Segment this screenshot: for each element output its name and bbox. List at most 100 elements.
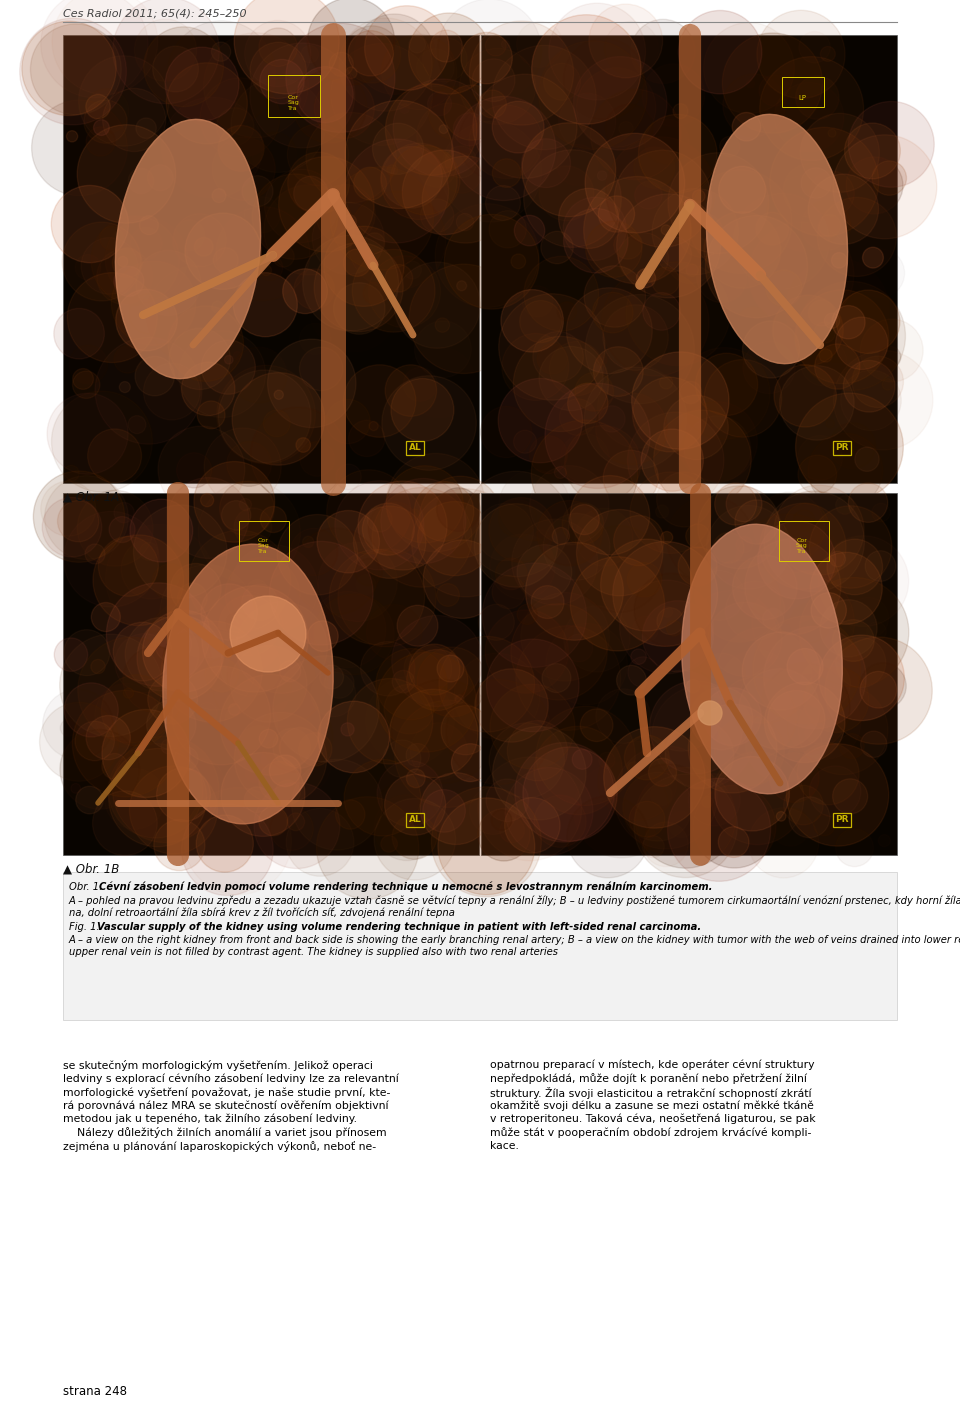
Circle shape	[166, 63, 248, 144]
Circle shape	[569, 505, 599, 535]
Circle shape	[534, 726, 622, 815]
Text: Vascular supply of the kidney using volume rendering technique in patient with l: Vascular supply of the kidney using volu…	[97, 922, 701, 931]
Circle shape	[532, 14, 641, 124]
Circle shape	[52, 391, 153, 492]
Circle shape	[719, 166, 765, 214]
Circle shape	[188, 530, 291, 633]
Circle shape	[367, 605, 421, 660]
Circle shape	[286, 809, 354, 877]
Text: Obr. 1.: Obr. 1.	[69, 882, 106, 892]
Circle shape	[749, 222, 854, 328]
Circle shape	[538, 343, 567, 374]
Circle shape	[650, 681, 743, 774]
Circle shape	[517, 605, 538, 625]
Circle shape	[860, 732, 887, 757]
Circle shape	[148, 165, 173, 190]
Circle shape	[144, 27, 224, 107]
Circle shape	[161, 740, 176, 754]
Circle shape	[114, 346, 141, 373]
Circle shape	[631, 649, 646, 664]
Circle shape	[112, 248, 142, 277]
Circle shape	[536, 706, 636, 805]
Circle shape	[539, 346, 603, 411]
Circle shape	[678, 547, 717, 585]
Circle shape	[680, 381, 702, 404]
Circle shape	[734, 499, 780, 545]
Circle shape	[47, 394, 128, 474]
Text: LP: LP	[798, 96, 806, 101]
Circle shape	[44, 476, 129, 560]
Circle shape	[635, 573, 708, 646]
Circle shape	[344, 760, 420, 836]
Circle shape	[154, 819, 204, 871]
Circle shape	[202, 585, 308, 692]
Circle shape	[310, 591, 386, 667]
Circle shape	[233, 352, 241, 360]
Circle shape	[409, 265, 518, 373]
Circle shape	[482, 563, 587, 667]
Circle shape	[181, 362, 235, 415]
Circle shape	[613, 515, 664, 566]
Circle shape	[247, 580, 268, 601]
Circle shape	[300, 442, 335, 477]
Text: okamžitě svoji délku a zasune se mezi ostatní měkké tkáně: okamžitě svoji délku a zasune se mezi os…	[490, 1100, 814, 1112]
Circle shape	[679, 10, 762, 94]
Circle shape	[715, 677, 797, 758]
Circle shape	[339, 18, 432, 111]
Circle shape	[829, 552, 846, 567]
Circle shape	[502, 333, 569, 401]
Circle shape	[646, 829, 656, 839]
Circle shape	[377, 761, 443, 826]
Circle shape	[586, 221, 642, 277]
Bar	[782, 77, 824, 107]
Circle shape	[795, 290, 889, 384]
Circle shape	[98, 536, 158, 597]
Circle shape	[273, 656, 379, 763]
Text: se skutečným morfologickým vyšetřením. Jelikož operaci: se skutečným morfologickým vyšetřením. J…	[63, 1059, 372, 1071]
Circle shape	[829, 424, 876, 469]
Circle shape	[369, 422, 378, 431]
Circle shape	[386, 84, 477, 176]
Circle shape	[602, 269, 709, 376]
Circle shape	[376, 651, 476, 751]
Circle shape	[827, 539, 882, 595]
Circle shape	[410, 509, 420, 519]
Circle shape	[73, 371, 100, 398]
Text: opatrnou preparací v místech, kde operáter cévní struktury: opatrnou preparací v místech, kde operát…	[490, 1059, 814, 1071]
Circle shape	[545, 383, 650, 488]
Circle shape	[196, 815, 253, 872]
Circle shape	[234, 712, 326, 805]
Circle shape	[570, 476, 650, 554]
Circle shape	[768, 691, 825, 747]
Circle shape	[385, 364, 437, 416]
Circle shape	[437, 656, 464, 682]
Circle shape	[601, 539, 692, 630]
Circle shape	[464, 471, 569, 577]
Ellipse shape	[230, 597, 306, 673]
Text: strana 248: strana 248	[63, 1384, 127, 1399]
Text: ▲ Obr. 1B: ▲ Obr. 1B	[63, 862, 119, 877]
Circle shape	[226, 557, 300, 632]
Circle shape	[478, 90, 507, 118]
Circle shape	[534, 530, 549, 546]
Circle shape	[109, 516, 135, 543]
Circle shape	[437, 488, 480, 532]
Circle shape	[573, 56, 667, 151]
Circle shape	[348, 31, 394, 76]
Circle shape	[801, 114, 879, 193]
Circle shape	[742, 632, 820, 711]
Circle shape	[397, 605, 438, 646]
Circle shape	[372, 487, 472, 587]
Circle shape	[633, 377, 708, 452]
Circle shape	[324, 668, 354, 698]
Circle shape	[501, 290, 564, 352]
Circle shape	[392, 615, 483, 706]
Circle shape	[631, 20, 695, 83]
Circle shape	[64, 682, 118, 737]
Circle shape	[809, 765, 861, 817]
Circle shape	[404, 644, 452, 692]
Circle shape	[666, 620, 682, 636]
Circle shape	[552, 528, 569, 545]
Circle shape	[542, 664, 571, 692]
Circle shape	[660, 532, 673, 543]
